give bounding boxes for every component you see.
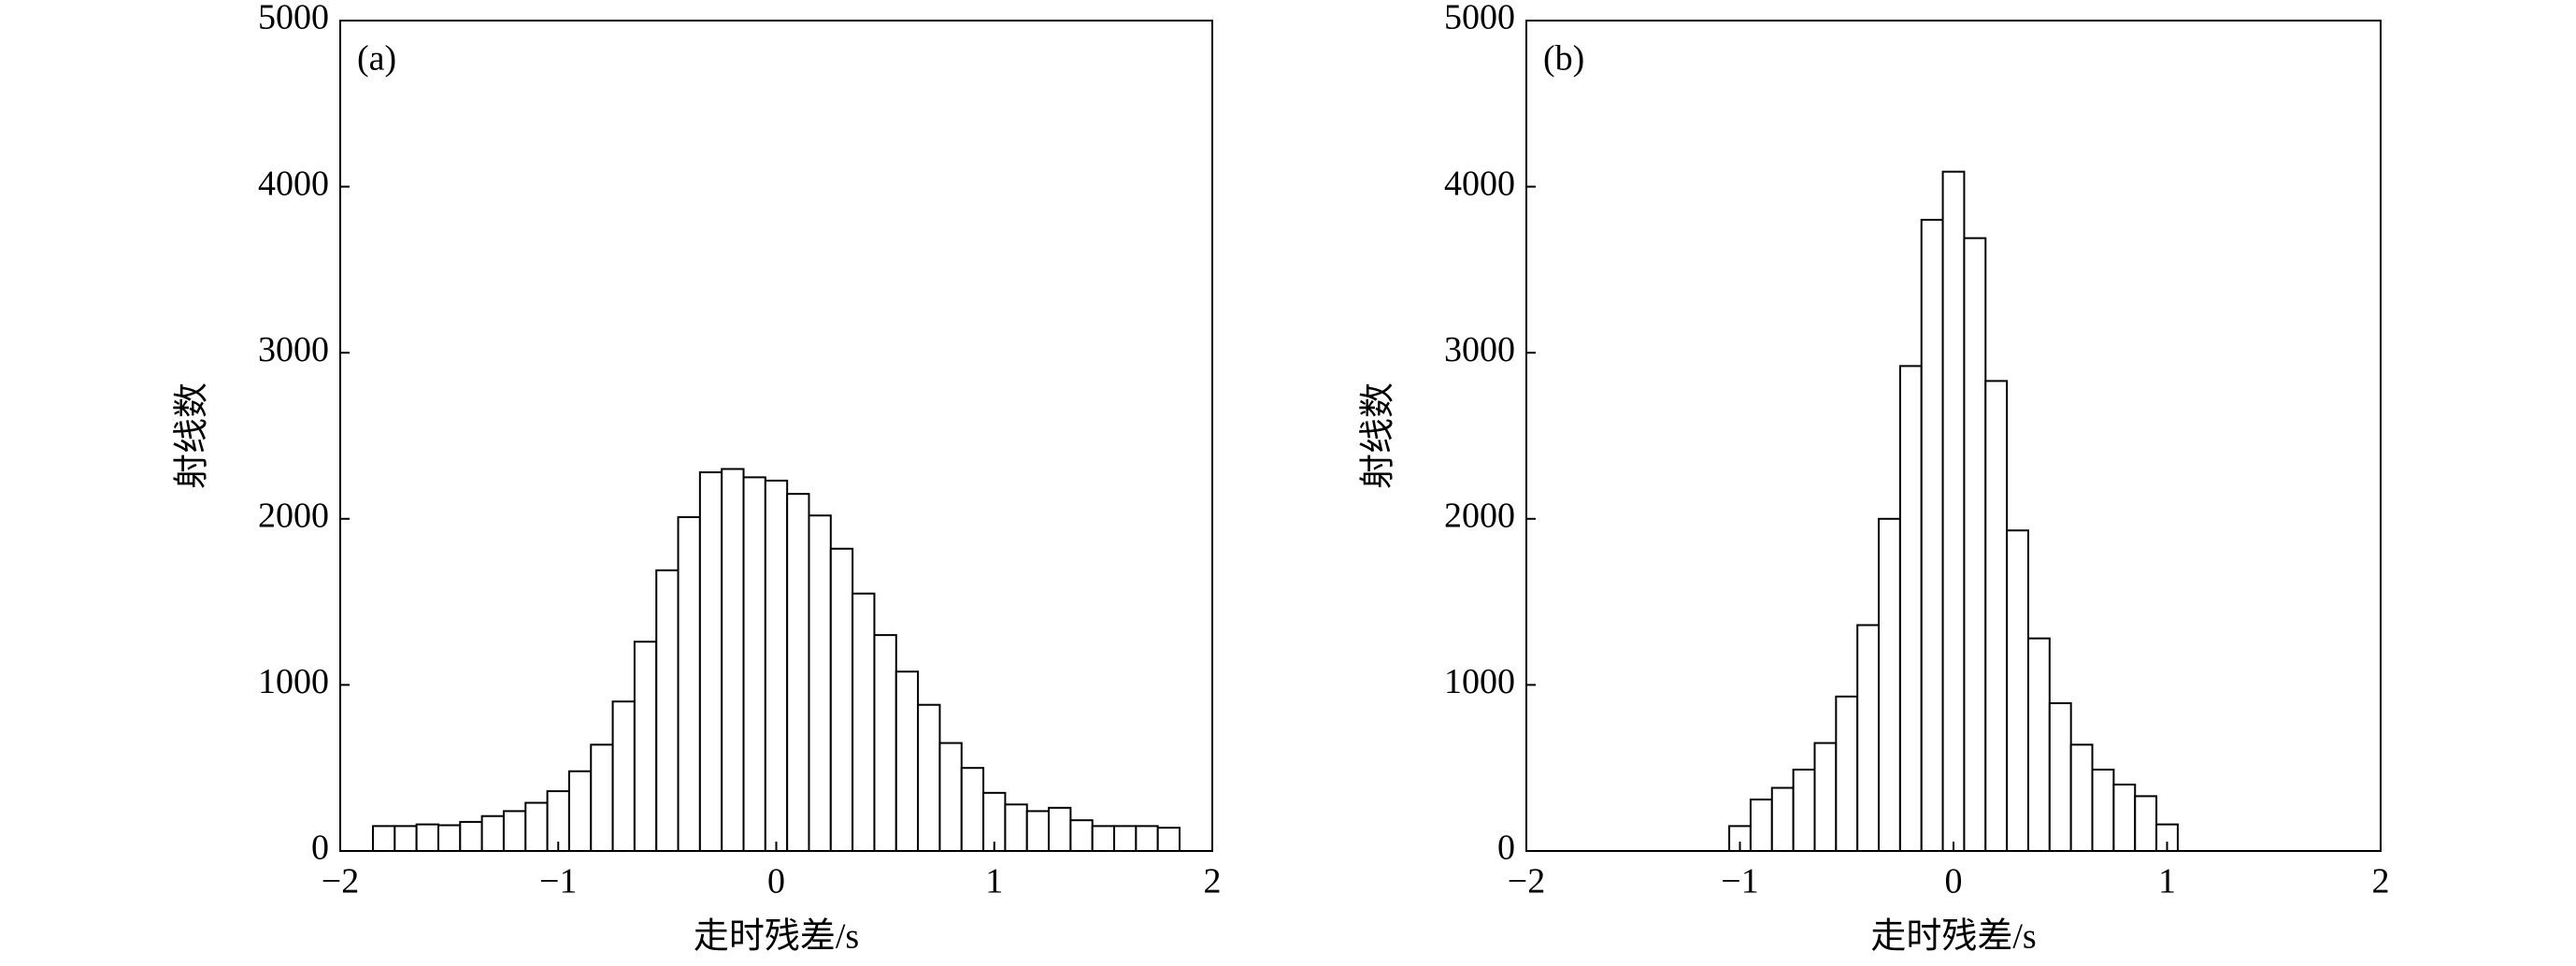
bar <box>742 476 766 852</box>
bar <box>764 479 789 853</box>
y-axis-label: 射线数 <box>1359 382 1398 489</box>
panel-label: (b) <box>1543 39 1584 79</box>
y-tick-label: 1000 <box>1444 662 1515 701</box>
bar <box>917 703 941 852</box>
bar <box>677 516 701 852</box>
bar <box>2026 637 2051 852</box>
bar <box>1135 825 1159 852</box>
bar <box>1963 237 1987 852</box>
bar <box>938 742 963 852</box>
bar <box>590 743 614 852</box>
bar <box>960 767 985 853</box>
x-tick-label: −1 <box>539 862 577 901</box>
bar <box>1048 806 1072 852</box>
y-tick-label: 5000 <box>1444 0 1515 37</box>
y-tick-label: 2000 <box>258 497 329 536</box>
bar <box>371 825 396 852</box>
bar <box>1984 380 2009 852</box>
bar <box>415 823 439 852</box>
x-axis-label: 走时残差/s <box>694 917 859 957</box>
bar <box>2048 701 2072 852</box>
x-tick-label: 0 <box>1945 862 1963 901</box>
bar <box>808 514 832 852</box>
bar <box>1113 825 1138 852</box>
x-tick-label: 1 <box>985 862 1003 901</box>
x-axis-label: 走时残差/s <box>1870 917 2036 957</box>
bar <box>633 641 658 852</box>
y-tick-label: 5000 <box>258 0 329 37</box>
panel-label: (a) <box>357 39 396 79</box>
y-tick-label: 1000 <box>258 662 329 701</box>
x-tick-label: 2 <box>2372 862 2390 901</box>
bar <box>1004 803 1028 852</box>
bar <box>436 824 462 852</box>
y-tick-label: 3000 <box>1444 330 1515 369</box>
x-tick-label: 0 <box>767 862 785 901</box>
y-tick-label: 4000 <box>1444 164 1515 203</box>
x-tick-label: −2 <box>322 862 359 901</box>
bar <box>1920 219 1944 852</box>
bar <box>2006 529 2029 852</box>
bar <box>1878 517 1901 852</box>
bar <box>524 801 549 852</box>
x-tick-label: 2 <box>1204 862 1222 901</box>
y-tick-label: 4000 <box>258 164 329 203</box>
x-tick-label: −2 <box>1508 862 1545 901</box>
bar <box>1941 170 1966 852</box>
bar <box>721 468 745 852</box>
bar <box>2069 743 2094 852</box>
bar <box>2134 795 2158 853</box>
bar <box>894 670 920 853</box>
bar <box>1025 810 1051 852</box>
x-tick-label: 1 <box>2158 862 2176 901</box>
bar <box>2112 783 2137 853</box>
bar <box>1091 825 1116 852</box>
bar <box>1856 624 1881 852</box>
bar <box>1770 786 1795 853</box>
bar <box>502 810 527 852</box>
bar <box>394 825 418 852</box>
bar <box>1898 365 1923 852</box>
bar <box>829 547 854 852</box>
x-tick-label: −1 <box>1721 862 1758 901</box>
bar <box>1835 695 1859 852</box>
bar <box>611 700 636 852</box>
bar <box>1792 768 1816 853</box>
bar <box>655 569 680 853</box>
bar <box>786 493 810 852</box>
bar <box>2091 768 2115 853</box>
y-tick-label: 3000 <box>258 330 329 369</box>
y-tick-label: 0 <box>1497 829 1515 868</box>
y-tick-label: 0 <box>311 829 329 868</box>
bar <box>567 770 593 853</box>
y-axis-label: 射线数 <box>173 382 212 489</box>
bar <box>1069 819 1094 852</box>
bar <box>480 815 505 852</box>
y-tick-label: 2000 <box>1444 497 1515 536</box>
bar <box>873 634 897 852</box>
bar <box>459 820 483 852</box>
bar <box>1156 827 1181 852</box>
bar <box>1749 798 1773 852</box>
bar <box>1813 742 1838 852</box>
bar <box>852 592 876 852</box>
bar <box>698 471 723 852</box>
